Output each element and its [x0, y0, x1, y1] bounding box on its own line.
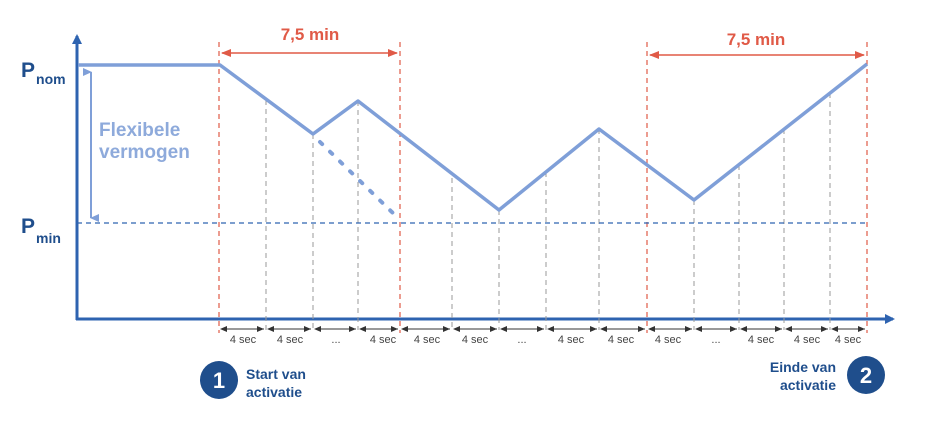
p-min-label: Pmin	[21, 215, 61, 246]
interval-label: 4 sec	[558, 334, 585, 346]
interval-label: 4 sec	[370, 334, 397, 346]
interval-label: 4 sec	[277, 334, 304, 346]
end-badge-number: 2	[860, 363, 872, 388]
start-marker: 1 Start van activatie	[200, 361, 306, 400]
end-label-line1: Einde van	[770, 359, 836, 375]
end-badge	[847, 356, 885, 394]
flexible-power-label-line2: vermogen	[99, 142, 190, 163]
start-badge-number: 1	[213, 368, 225, 393]
flexible-power-label-line1: Flexibele	[99, 120, 180, 141]
activation-lines	[218, 42, 868, 333]
interval-label: ...	[517, 334, 526, 346]
duration-label-right: 7,5 min	[727, 30, 786, 49]
interval-labels: 4 sec 4 sec ... 4 sec 4 sec 4 sec ... 4 …	[230, 334, 862, 346]
start-label-line1: Start van	[246, 366, 306, 382]
p-nom-label: Pnom	[21, 59, 66, 87]
interval-label: ...	[711, 334, 720, 346]
interval-label: 4 sec	[608, 334, 635, 346]
interval-label: 4 sec	[794, 334, 821, 346]
start-label-line2: activatie	[246, 384, 302, 400]
interval-label: 4 sec	[414, 334, 441, 346]
alternative-descent	[318, 140, 400, 220]
interval-label: 4 sec	[655, 334, 682, 346]
end-marker: 2 Einde van activatie	[770, 356, 885, 394]
end-label-line2: activatie	[780, 377, 836, 393]
start-badge	[200, 361, 238, 399]
interval-label: 4 sec	[462, 334, 489, 346]
power-trajectory	[78, 62, 869, 212]
interval-label: ...	[331, 334, 340, 346]
interval-label: 4 sec	[835, 334, 862, 346]
duration-label-left: 7,5 min	[281, 25, 340, 44]
interval-label: 4 sec	[748, 334, 775, 346]
interval-label: 4 sec	[230, 334, 257, 346]
interval-grid	[265, 93, 831, 330]
